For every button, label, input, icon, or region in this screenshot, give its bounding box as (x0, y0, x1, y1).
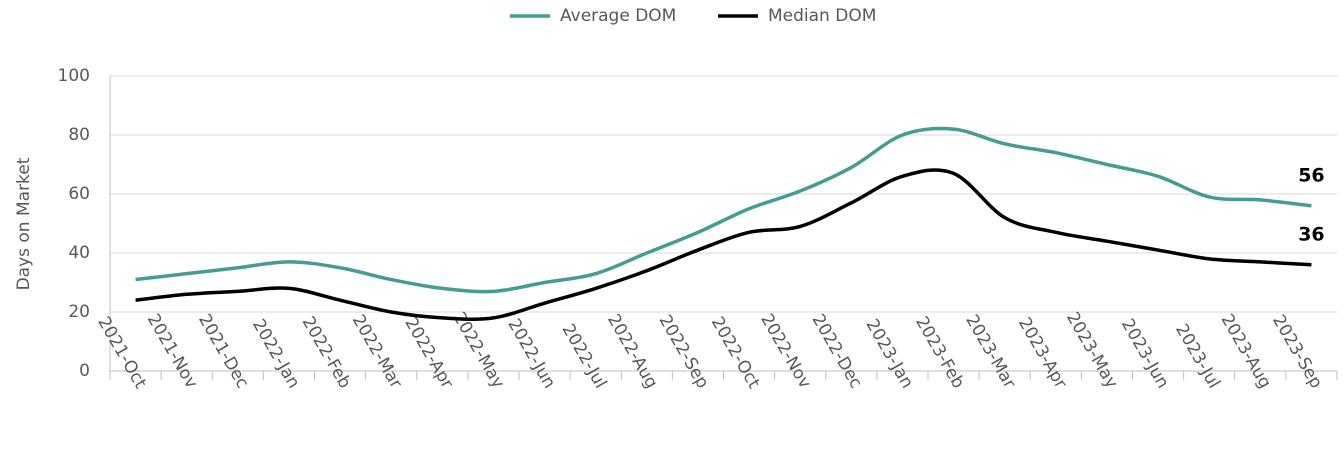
x-tick-label: 2022-Jan (248, 316, 304, 392)
y-tick-label: 20 (68, 302, 90, 322)
x-tick-label: 2022-Sep (655, 311, 713, 392)
x-tick-label: 2023-May (1062, 309, 1122, 392)
y-tick-label: 60 (68, 184, 90, 204)
x-tick-label: 2022-May (449, 309, 509, 392)
y-axis-title: Days on Market (14, 157, 34, 290)
x-tick-label: 2022-Jun (503, 315, 559, 392)
x-tick-label: 2022-Jul (558, 321, 611, 392)
x-tick-label: 2021-Dec (194, 311, 252, 392)
line-series (135, 168, 1312, 321)
y-tick-label: 40 (68, 243, 90, 263)
y-tick-label: 0 (79, 361, 90, 381)
x-tick-label: 2023-Sep (1268, 311, 1326, 392)
x-tick-label: 2022-Aug (603, 311, 661, 392)
x-tick-label: 2022-Nov (756, 310, 815, 392)
data-label: 36 (1298, 223, 1324, 245)
x-tick-label: 2022-Feb (298, 313, 355, 392)
x-tick-label: 2023-Jul (1171, 321, 1224, 392)
x-tick-label: 2022-Oct (707, 313, 764, 392)
x-tick-label: 2021-Oct (93, 313, 150, 392)
x-tick-label: 2023-Jun (1117, 315, 1173, 392)
x-tick-label: 2022-Mar (348, 311, 406, 392)
x-tick-label: 2023-Aug (1217, 311, 1275, 392)
x-tick-label: 2023-Jan (861, 316, 917, 392)
x-tick-label: 2021-Nov (143, 310, 202, 392)
x-tick-label: 2023-Feb (911, 313, 968, 392)
x-tick-label: 2022-Apr (400, 314, 457, 392)
legend-label: Average DOM (560, 6, 676, 26)
legend-label: Median DOM (768, 6, 876, 26)
line-series (135, 126, 1312, 294)
x-tick-label: 2023-Mar (961, 311, 1019, 392)
data-label: 56 (1298, 164, 1324, 186)
x-tick-label: 2022-Dec (808, 311, 866, 392)
y-tick-label: 80 (68, 125, 90, 145)
x-tick-label: 2023-Apr (1014, 314, 1071, 392)
y-tick-label: 100 (58, 66, 90, 86)
